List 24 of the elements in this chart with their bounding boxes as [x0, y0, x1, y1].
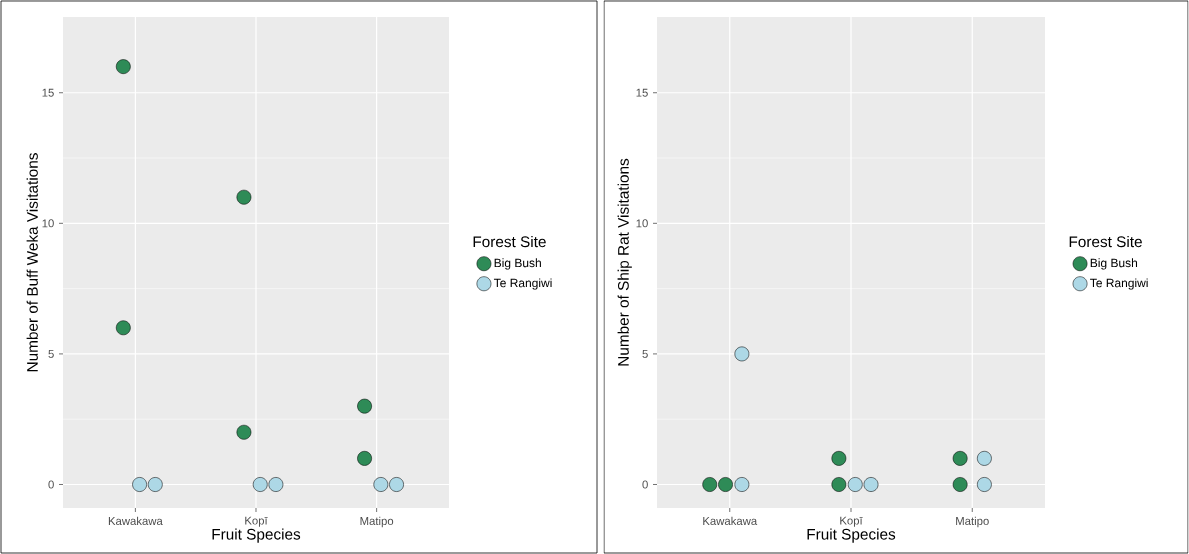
x-tick-label: Kopī: [245, 516, 268, 527]
legend-title: Forest Site: [1069, 235, 1142, 248]
x-tick-label: Matipo: [360, 516, 394, 528]
x-tick-label: Kawakawa: [108, 516, 163, 526]
legend-label: Big Bush: [494, 258, 541, 270]
y-axis-title: Number of Buff Weka Visitations: [26, 153, 38, 372]
y-tick-label: 15: [636, 88, 648, 97]
y-tick-label: 5: [642, 349, 648, 358]
x-tick-label: Kawakawa: [703, 516, 758, 526]
x-tick-label: Kopī: [840, 516, 863, 527]
legend-label: Te Rangiwi: [493, 278, 552, 290]
y-tick-label: 10: [42, 219, 54, 228]
x-axis-title: Fruit Species: [212, 528, 301, 543]
y-tick-label: 5: [48, 349, 54, 358]
y-tick-label: 10: [636, 219, 648, 228]
legend-title: Forest Site: [473, 235, 546, 248]
y-tick-label: 0: [642, 480, 648, 489]
y-tick-label: 15: [42, 88, 54, 97]
legend-label: Te Rangiwi: [1090, 278, 1148, 290]
legend-label: Big Bush: [1090, 258, 1138, 270]
y-tick-label: 0: [48, 480, 54, 489]
x-tick-label: Matipo: [956, 516, 989, 528]
y-axis-title: Number of Ship Rat Visitations: [617, 158, 632, 366]
x-axis-title: Fruit Species: [807, 528, 896, 543]
